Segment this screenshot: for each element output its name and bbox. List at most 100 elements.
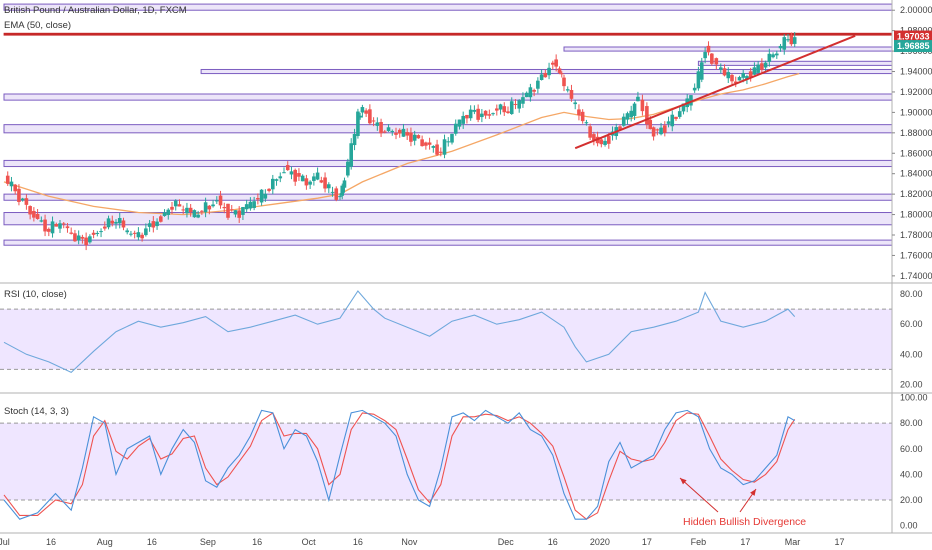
candle-body[interactable] [13, 184, 17, 192]
candle-body[interactable] [241, 207, 245, 215]
candle-body[interactable] [383, 131, 387, 133]
candle-body[interactable] [248, 201, 253, 209]
candle-body[interactable] [689, 95, 693, 106]
candle-body[interactable] [416, 135, 421, 139]
candle-body[interactable] [352, 133, 357, 146]
candle-body[interactable] [20, 198, 25, 201]
candle-body[interactable] [181, 209, 185, 211]
candle-body[interactable] [409, 132, 413, 142]
candle-body[interactable] [655, 129, 660, 131]
candle-body[interactable] [513, 103, 518, 105]
candle-body[interactable] [636, 96, 640, 102]
sr-zone[interactable] [697, 60, 893, 66]
candle-body[interactable] [557, 68, 562, 73]
candle-body[interactable] [386, 127, 391, 132]
candle-body[interactable] [741, 73, 745, 78]
candle-body[interactable] [177, 204, 182, 207]
candle-body[interactable] [173, 200, 178, 207]
candle-body[interactable] [188, 207, 193, 213]
candle-body[interactable] [215, 200, 219, 202]
candle-body[interactable] [5, 175, 10, 184]
candle-body[interactable] [95, 232, 100, 234]
candle-body[interactable] [356, 111, 360, 137]
candle-body[interactable] [771, 54, 775, 58]
candle-body[interactable] [394, 132, 398, 135]
candle-body[interactable] [132, 232, 137, 234]
candle-body[interactable] [125, 230, 129, 233]
candle-body[interactable] [9, 181, 14, 187]
candle-body[interactable] [547, 67, 551, 76]
candle-body[interactable] [775, 53, 779, 56]
candle-body[interactable] [151, 221, 156, 228]
candle-body[interactable] [54, 224, 59, 227]
candle-body[interactable] [453, 123, 458, 134]
candle-body[interactable] [786, 39, 790, 41]
candle-body[interactable] [439, 151, 443, 153]
candle-body[interactable] [364, 110, 368, 114]
candle-body[interactable] [737, 77, 742, 81]
candle-body[interactable] [401, 128, 406, 137]
candle-body[interactable] [599, 139, 604, 145]
candle-body[interactable] [207, 205, 212, 210]
candle-body[interactable] [524, 92, 529, 98]
candle-body[interactable] [330, 191, 335, 193]
candle-body[interactable] [103, 226, 107, 229]
candle-body[interactable] [767, 53, 772, 62]
trendline[interactable] [574, 34, 856, 150]
candle-body[interactable] [442, 139, 447, 155]
candle-body[interactable] [714, 58, 719, 65]
candle-body[interactable] [584, 122, 589, 124]
candle-body[interactable] [648, 119, 653, 130]
candle-body[interactable] [457, 119, 462, 127]
candle-body[interactable] [569, 90, 574, 99]
candle-body[interactable] [539, 74, 544, 81]
candle-body[interactable] [282, 172, 286, 174]
candle-body[interactable] [192, 210, 197, 218]
candle-body[interactable] [50, 221, 55, 234]
candle-body[interactable] [446, 141, 451, 143]
candle-body[interactable] [424, 142, 428, 146]
candle-body[interactable] [233, 210, 238, 215]
candle-body[interactable] [256, 198, 260, 200]
candle-body[interactable] [645, 106, 649, 125]
candle-body[interactable] [431, 146, 436, 148]
candle-body[interactable] [476, 108, 480, 120]
candle-body[interactable] [274, 179, 279, 181]
candle-body[interactable] [670, 114, 675, 127]
candle-body[interactable] [293, 169, 297, 182]
candle-body[interactable] [465, 114, 469, 119]
candle-body[interactable] [342, 180, 347, 188]
candle-body[interactable] [252, 201, 256, 208]
candle-body[interactable] [629, 110, 633, 118]
candle-body[interactable] [760, 63, 764, 70]
candle-body[interactable] [782, 37, 787, 50]
sr-zone[interactable] [3, 239, 893, 246]
candle-body[interactable] [677, 111, 682, 117]
candle-body[interactable] [710, 53, 714, 64]
candle-body[interactable] [155, 221, 159, 227]
candle-body[interactable] [763, 62, 768, 68]
candle-body[interactable] [551, 62, 555, 65]
candle-body[interactable] [681, 103, 686, 112]
candle-body[interactable] [502, 106, 507, 113]
candle-body[interactable] [263, 193, 268, 199]
candle-body[interactable] [618, 126, 622, 130]
candle-body[interactable] [300, 175, 305, 182]
candle-body[interactable] [106, 218, 111, 228]
sr-zone[interactable] [200, 68, 893, 75]
candle-body[interactable] [580, 111, 585, 122]
candle-body[interactable] [61, 223, 66, 225]
candle-body[interactable] [699, 62, 704, 80]
candle-body[interactable] [297, 173, 301, 177]
candle-body[interactable] [73, 233, 77, 242]
candle-body[interactable] [495, 108, 499, 111]
candle-body[interactable] [65, 226, 70, 229]
candle-body[interactable] [663, 125, 667, 133]
candle-body[interactable] [35, 213, 40, 219]
candle-body[interactable] [88, 236, 92, 243]
candle-body[interactable] [129, 233, 133, 235]
candle-body[interactable] [24, 198, 29, 205]
candle-body[interactable] [334, 188, 339, 200]
candle-body[interactable] [315, 172, 320, 180]
